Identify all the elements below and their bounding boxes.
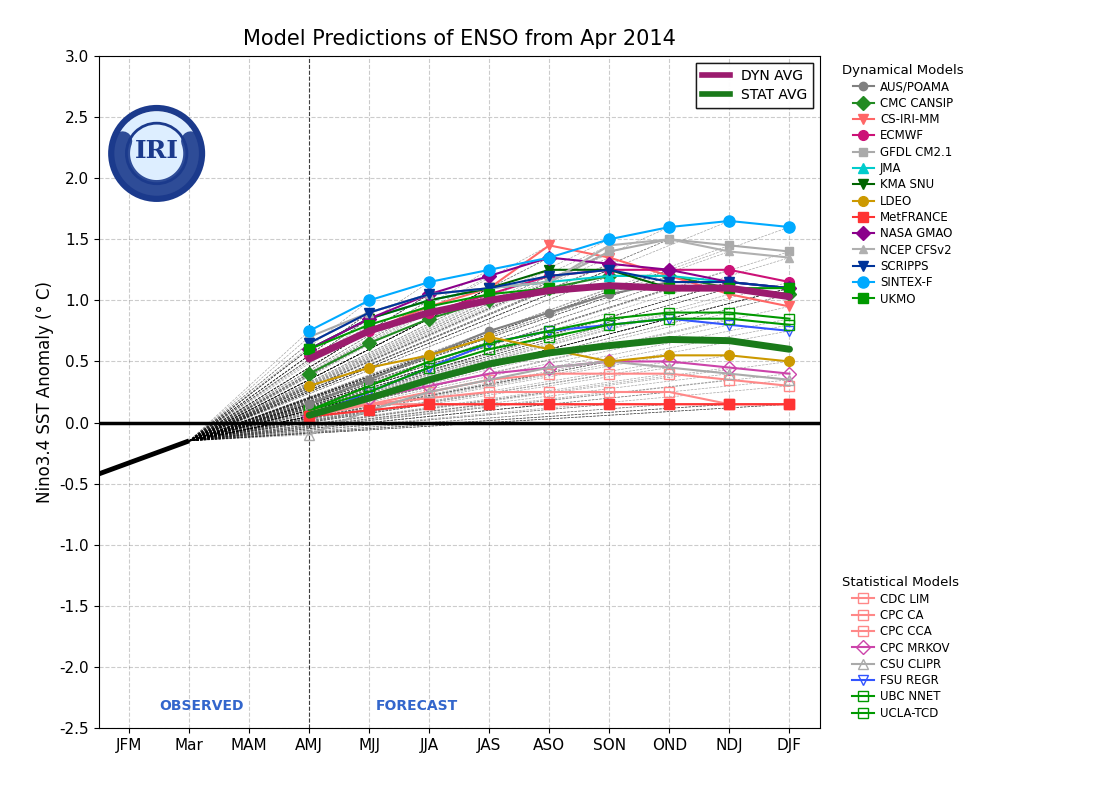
Y-axis label: Nino3.4 SST Anomaly (° C): Nino3.4 SST Anomaly (° C)	[36, 281, 54, 503]
Legend: DYN AVG, STAT AVG: DYN AVG, STAT AVG	[696, 63, 813, 108]
Text: FORECAST: FORECAST	[376, 699, 459, 714]
Title: Model Predictions of ENSO from Apr 2014: Model Predictions of ENSO from Apr 2014	[243, 29, 675, 49]
Text: OBSERVED: OBSERVED	[158, 699, 243, 714]
